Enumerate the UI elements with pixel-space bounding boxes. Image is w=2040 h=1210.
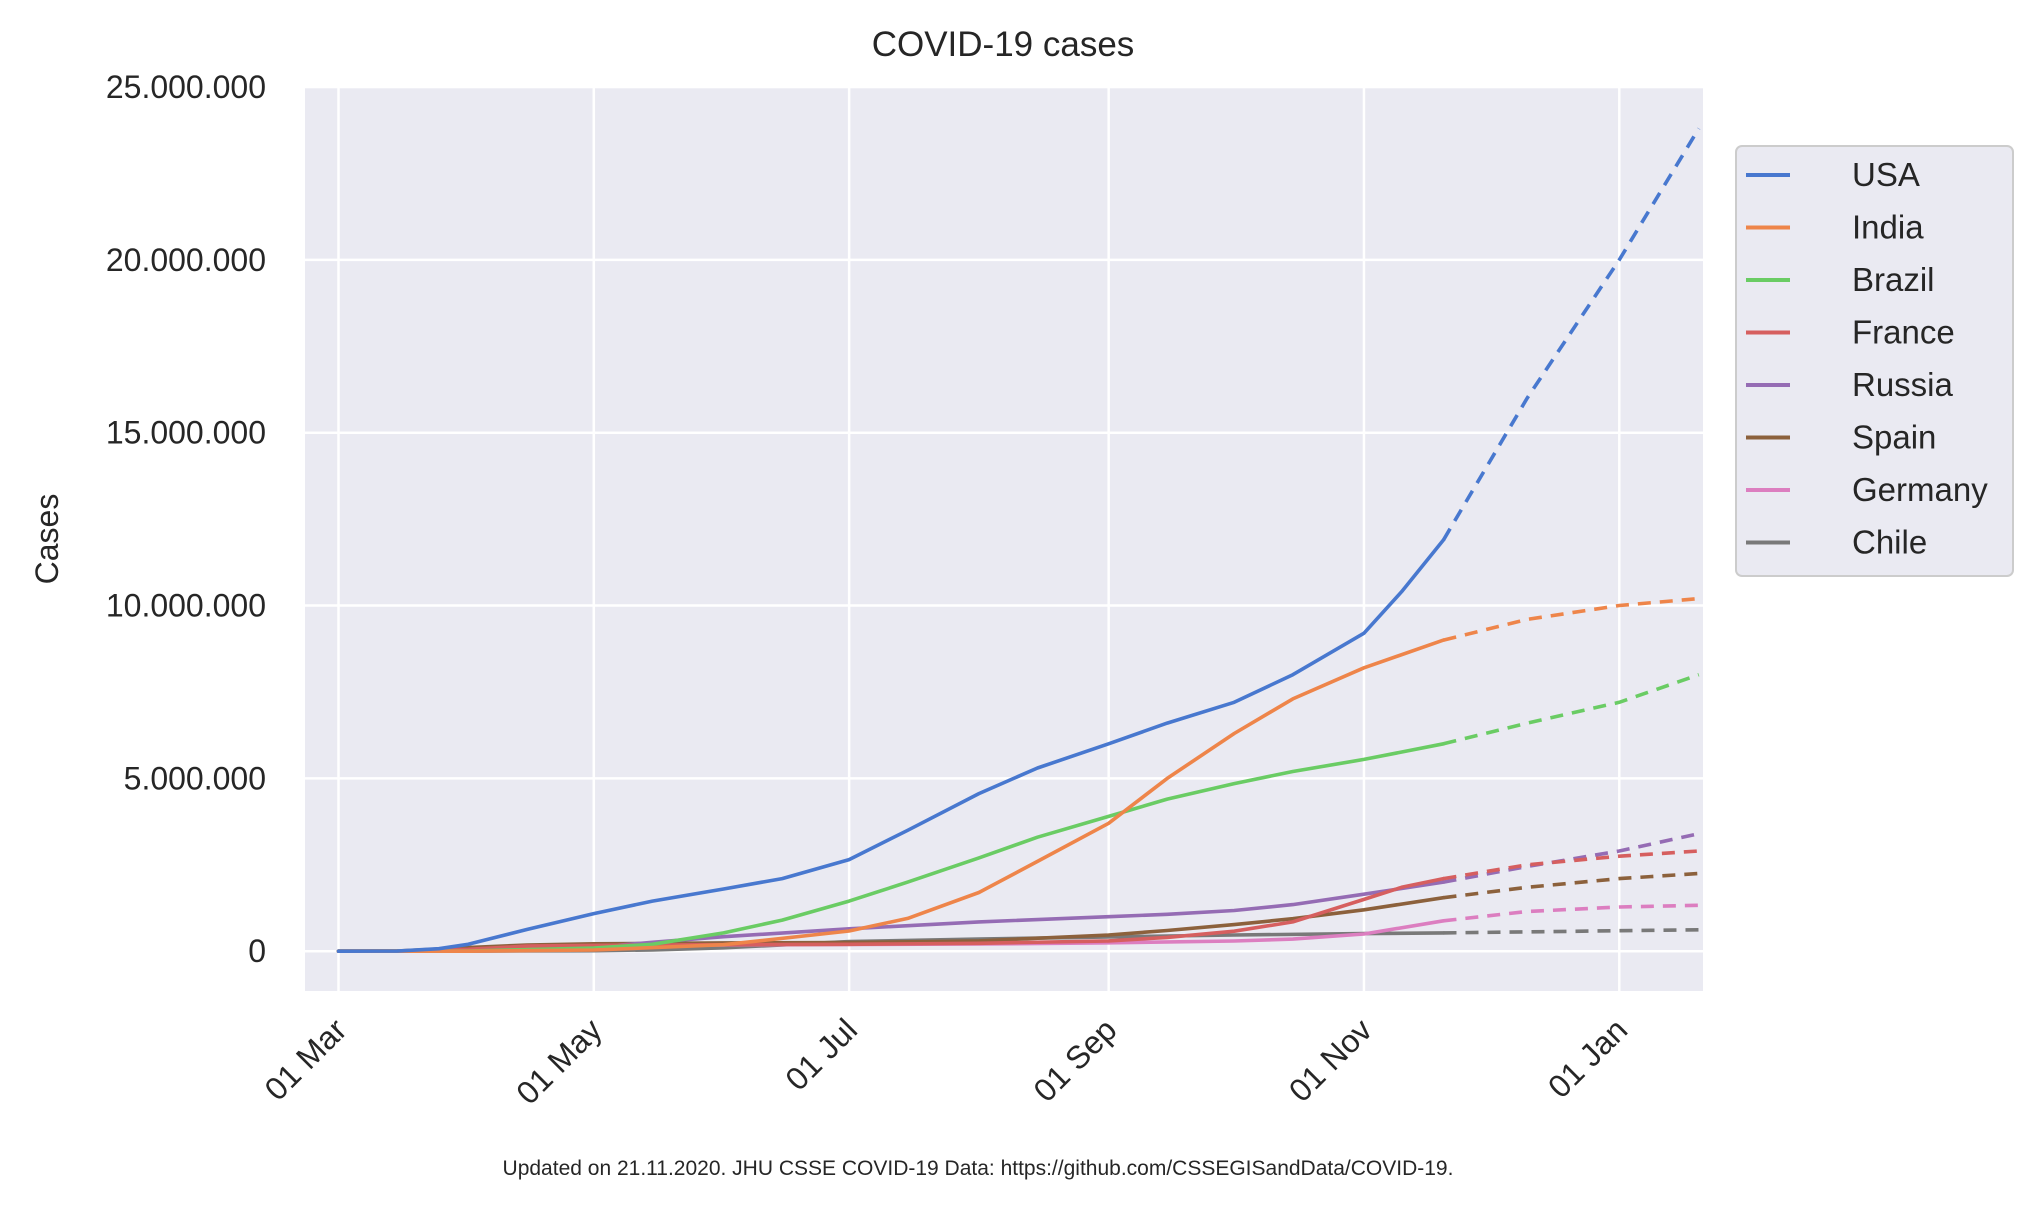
legend-label-india: India [1852, 209, 1924, 246]
series-line-india [336, 638, 1446, 953]
series-forecast-brazil [1443, 672, 1700, 746]
y-tick-label: 20.000.000 [106, 242, 266, 278]
plot-area [305, 87, 1703, 991]
y-axis-ticks: 0 5.000.000 10.000.000 15.000.000 20.000.000… [106, 69, 266, 969]
series-line-brazil [336, 742, 1446, 953]
legend-label-brazil: Brazil [1852, 261, 1935, 298]
legend-label-germany: Germany [1852, 471, 1988, 508]
series-lines [336, 127, 1701, 953]
chart-title: COVID-19 cases [872, 25, 1135, 64]
series-forecast-india [1443, 596, 1699, 642]
series-line-france [336, 876, 1446, 953]
legend-box [1735, 145, 2014, 577]
legend: USA India Brazil France Russia Spain Germany Ch… [1735, 145, 2014, 577]
footnote: Updated on 21.11.2020. JHU CSSE COVID-19… [503, 1157, 1454, 1180]
legend-label-france: France [1852, 314, 1955, 351]
legend-label-usa: USA [1852, 156, 1920, 193]
y-tick-label: 0 [248, 933, 266, 969]
y-tick-label: 5.000.000 [124, 760, 266, 796]
legend-label-spain: Spain [1852, 419, 1936, 456]
y-tick-label: 10.000.000 [106, 588, 266, 624]
legend-label-chile: Chile [1852, 524, 1927, 561]
series-line-usa [336, 538, 1446, 953]
y-tick-label: 25.000.000 [106, 69, 266, 105]
legend-label-russia: Russia [1852, 366, 1954, 403]
y-axis-label: Cases [29, 494, 65, 585]
grid [305, 85, 1703, 991]
y-tick-label: 15.000.000 [106, 415, 266, 451]
series-forecast-usa [1441, 127, 1701, 541]
